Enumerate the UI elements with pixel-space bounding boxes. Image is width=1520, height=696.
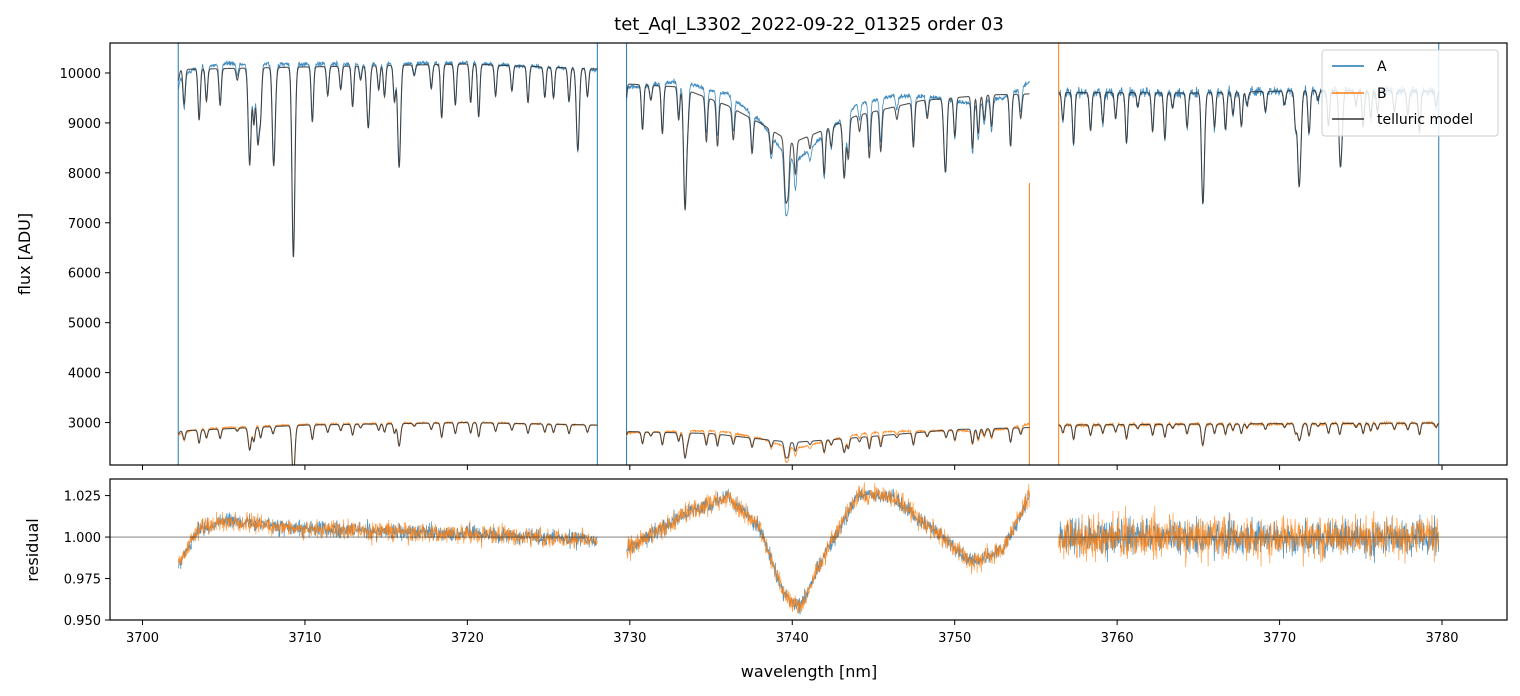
series-b-residual-seg-1 [626, 482, 1030, 614]
flux-panel: 3000 4000 5000 6000 7000 8000 9000 10000 flux [… [15, 42, 1508, 470]
flux-y-tick-label-3: 6000 [68, 267, 101, 282]
residual-y-tick-label-1: 0.975 [64, 573, 101, 588]
flux-panel-frame [109, 42, 1508, 466]
flux-y-axis-label: flux [ADU] [15, 213, 34, 295]
series-a-flux-seg-0 [177, 59, 598, 256]
residual-y-tick-label-3: 1.025 [64, 490, 101, 505]
x-tick-label-5: 3750 [938, 631, 971, 646]
flux-y-tick-label-7: 10000 [60, 67, 101, 82]
series-b-residual-seg-2 [1058, 505, 1439, 568]
flux-x-ticks [141, 465, 1443, 470]
flux-y-tick-label-1: 4000 [68, 367, 101, 382]
x-tick-label-6: 3760 [1101, 631, 1134, 646]
model-b-seg-1 [626, 426, 1030, 460]
model-b-seg-2 [1058, 422, 1440, 446]
residual-y-tick-label-2: 1.000 [64, 531, 101, 546]
residual-series-group [110, 482, 1507, 615]
residual-y-ticks: 0.950 0.975 1.000 1.025 [64, 490, 110, 629]
x-tick-label-8: 3780 [1425, 631, 1458, 646]
residual-y-axis-label: residual [23, 518, 42, 581]
series-a-flux-seg-1 [626, 78, 1030, 217]
flux-y-tick-label-0: 3000 [68, 417, 101, 432]
residual-x-ticks: 3700 3710 3720 3730 3740 3750 3760 3770 3780 [126, 620, 1459, 646]
series-b-flux-seg-0 [178, 420, 598, 465]
residual-panel-frame [109, 478, 1508, 621]
x-tick-label-7: 3770 [1263, 631, 1296, 646]
x-tick-label-3: 3730 [613, 631, 646, 646]
flux-y-tick-label-2: 5000 [68, 317, 101, 332]
flux-y-tick-label-6: 9000 [68, 117, 101, 132]
x-tick-label-4: 3740 [776, 631, 809, 646]
residual-panel: 0.950 0.975 1.000 1.025 3700 3710 3720 3730 374… [23, 478, 1508, 646]
x-tick-label-1: 3710 [288, 631, 321, 646]
legend-label-b: B [1377, 86, 1387, 102]
legend-label-model: telluric model [1377, 112, 1473, 128]
residual-y-tick-label-0: 0.950 [64, 614, 101, 629]
flux-series-group [177, 43, 1440, 465]
series-b-residual-seg-0 [177, 511, 598, 566]
flux-y-tick-label-4: 7000 [68, 217, 101, 232]
flux-y-tick-label-5: 8000 [68, 167, 101, 182]
x-axis-label: wavelength [nm] [741, 662, 878, 681]
legend: A B telluric model [1321, 49, 1499, 137]
model-a-seg-1 [626, 83, 1030, 211]
x-tick-label-0: 3700 [126, 631, 159, 646]
flux-y-ticks: 3000 4000 5000 6000 7000 8000 9000 10000 [60, 67, 110, 432]
model-a-seg-0 [177, 63, 598, 258]
x-tick-label-2: 3720 [451, 631, 484, 646]
legend-box [1321, 49, 1499, 137]
legend-label-a: A [1377, 59, 1387, 75]
model-b-seg-0 [178, 422, 598, 465]
series-a-residual-seg-0 [177, 512, 598, 570]
chart-title: tet_Aql_L3302_2022-09-22_01325 order 03 [614, 14, 1004, 35]
